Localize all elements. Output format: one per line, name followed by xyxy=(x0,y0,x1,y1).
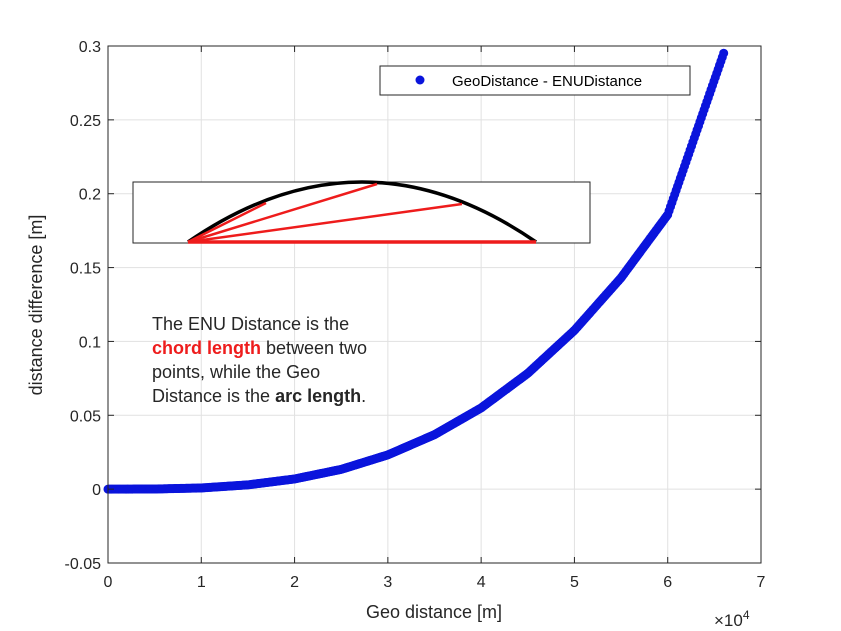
annotation-chord-length: chord length xyxy=(152,338,261,358)
annotation-line-4-start: Distance is the xyxy=(152,386,276,406)
x-tick-label: 4 xyxy=(477,574,486,591)
y-tick-label: 0.3 xyxy=(79,39,101,56)
inset-chord-1 xyxy=(187,201,267,244)
x-tick-label: 1 xyxy=(197,574,206,591)
x-axis-multiplier: ×104 xyxy=(714,608,750,630)
annotation-line-3: points, while the Geo xyxy=(152,362,321,382)
x-multiplier-base: ×10 xyxy=(714,611,743,630)
x-tick-label: 6 xyxy=(663,574,672,591)
annotation-line-2-rest: between two xyxy=(261,338,368,358)
legend-marker xyxy=(415,75,425,85)
x-axis-label: Geo distance [m] xyxy=(366,602,502,622)
axes-box xyxy=(107,45,762,564)
x-tick-label: 0 xyxy=(104,574,113,591)
x-tick-label: 7 xyxy=(757,574,766,591)
x-tick-label: 2 xyxy=(290,574,299,591)
inset-illustration xyxy=(132,180,591,244)
y-axis-label: distance difference [m] xyxy=(26,215,46,396)
inset-arc xyxy=(187,180,537,244)
annotation-line-4: Distance is the arc length. xyxy=(152,384,422,408)
inset-box xyxy=(132,181,591,244)
y-tick-label: 0.05 xyxy=(70,408,101,425)
legend-label: GeoDistance - ENUDistance xyxy=(452,73,642,90)
x-tick-label: 3 xyxy=(383,574,392,591)
y-tick-label: 0.15 xyxy=(70,261,101,278)
annotation-line-1: The ENU Distance is the xyxy=(152,314,350,334)
annotation-line-2: chord length between two xyxy=(152,336,422,360)
inset-chord-2 xyxy=(187,182,378,244)
y-tick-label: 0.1 xyxy=(79,334,101,351)
y-tick-label: 0.25 xyxy=(70,113,101,130)
data-point xyxy=(719,48,729,58)
annotation-line-4-end: . xyxy=(361,386,367,406)
inset-chord-3 xyxy=(187,202,463,244)
annotation-arc-length: arc length xyxy=(275,386,362,406)
legend: GeoDistance - ENUDistance xyxy=(379,65,691,96)
annotation-text: The ENU Distance is the chord length bet… xyxy=(152,312,422,408)
legend-box xyxy=(379,65,691,96)
plot-background xyxy=(108,46,761,563)
x-multiplier-exp: 4 xyxy=(743,608,750,622)
x-tick-label: 5 xyxy=(570,574,579,591)
y-tick-label: -0.05 xyxy=(65,556,102,573)
y-tick-label: 0 xyxy=(92,482,101,499)
y-tick-label: 0.2 xyxy=(79,187,101,204)
